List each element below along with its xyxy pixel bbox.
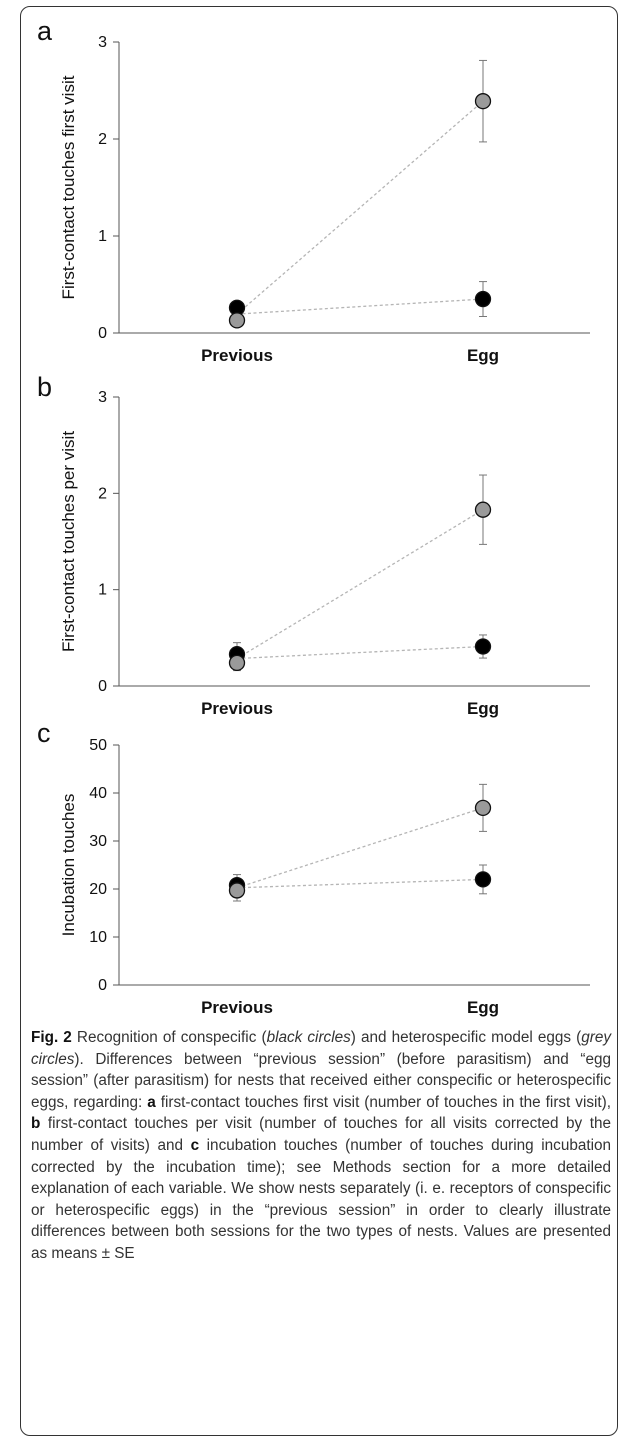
data-point <box>474 290 492 308</box>
caption-segment: first-contact touches per visit (number … <box>31 1115 611 1154</box>
caption-segment: ). Differences between “previous session… <box>31 1050 611 1111</box>
caption-segment: black circles <box>266 1029 351 1046</box>
data-point <box>228 882 246 899</box>
data-point <box>474 93 492 110</box>
y-tick-label: 0 <box>98 325 107 342</box>
caption-segment: first-contact touches first visit (numbe… <box>155 1093 611 1111</box>
data-point <box>474 799 492 817</box>
chart-panel-b: b 0 1 2 3 Previous Egg First-contact touches pe… <box>37 372 590 718</box>
y-tick-label: 2 <box>98 131 107 148</box>
caption-text: Recognition of conspecific (black circle… <box>31 1029 611 1262</box>
series-line <box>236 100 484 315</box>
series-line <box>236 807 484 889</box>
y-tick-label: 1 <box>98 228 107 245</box>
series-line <box>236 509 484 660</box>
x-category-label: Previous <box>201 998 273 1017</box>
figure-label: Fig. 2 <box>31 1029 72 1046</box>
y-tick-label: 20 <box>89 881 107 898</box>
caption-segment: Recognition of conspecific ( <box>71 1029 267 1046</box>
panel-label: c <box>37 718 51 748</box>
x-category-label: Egg <box>467 699 499 718</box>
figure-caption: Fig. 2 Recognition of conspecific (black… <box>31 1027 611 1265</box>
y-tick-label: 2 <box>98 485 107 502</box>
caption-segment: ) and heterospecific model eggs ( <box>350 1029 582 1046</box>
caption-segment: incubation touches (number of touches du… <box>31 1136 612 1262</box>
data-point <box>474 638 492 655</box>
y-axis-title: First-contact touches per visit <box>59 431 78 652</box>
panel-label: b <box>37 372 52 402</box>
y-tick-label: 1 <box>98 582 107 599</box>
y-tick-label: 0 <box>98 977 107 994</box>
y-tick-label: 40 <box>89 785 107 802</box>
data-point <box>474 501 492 518</box>
series-line <box>236 878 484 889</box>
data-point <box>228 312 246 329</box>
y-tick-label: 30 <box>89 833 107 850</box>
data-point <box>228 654 246 672</box>
y-tick-label: 10 <box>89 929 107 946</box>
caption-segment: grey circles <box>31 1029 611 1068</box>
caption-segment: b <box>31 1115 41 1133</box>
chart-panel-a: a 0 1 2 3 Previous Egg First-contact touches fi… <box>37 16 590 365</box>
series-line <box>236 298 484 315</box>
series-line <box>236 645 484 660</box>
y-tick-label: 3 <box>98 34 107 51</box>
figure-frame <box>20 6 618 1436</box>
caption-segment: c <box>190 1136 200 1154</box>
y-tick-label: 50 <box>89 737 107 754</box>
y-tick-label: 0 <box>98 678 107 695</box>
x-category-label: Previous <box>201 346 273 365</box>
x-category-label: Egg <box>467 998 499 1017</box>
y-tick-label: 3 <box>98 389 107 406</box>
x-category-label: Previous <box>201 699 273 718</box>
x-category-label: Egg <box>467 346 499 365</box>
data-point <box>474 871 492 888</box>
y-axis-title: First-contact touches first visit <box>59 75 78 299</box>
chart-panel-c: c 0 10 20 30 40 50 Previous Egg Incubation touche… <box>37 718 590 1017</box>
y-axis-title: Incubation touches <box>59 794 78 937</box>
panel-label: a <box>37 16 53 46</box>
caption-segment: a <box>147 1093 156 1111</box>
